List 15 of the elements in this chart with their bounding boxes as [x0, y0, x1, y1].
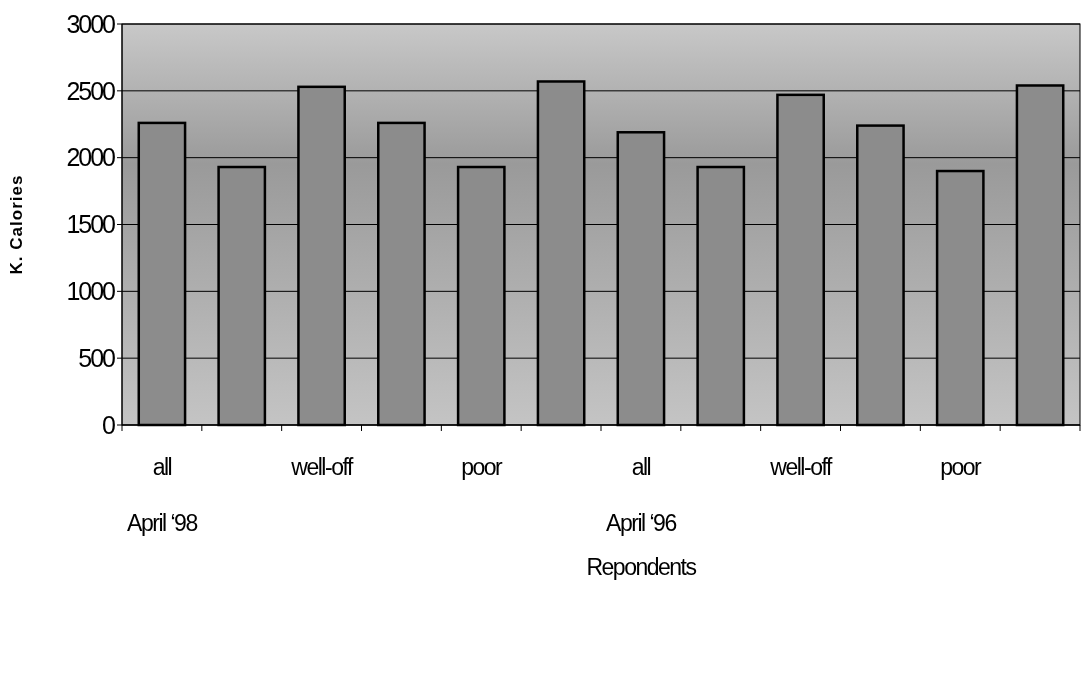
- y-tick-label: 2500: [66, 76, 116, 105]
- y-tick-label: 0: [102, 410, 116, 439]
- y-tick-label: 1000: [66, 277, 116, 306]
- y-axis-title: K. Calories: [7, 174, 26, 275]
- category-label: all April ‘96: [606, 454, 676, 536]
- x-tick-label: well-off: [290, 454, 354, 480]
- y-tick-label: 1500: [66, 210, 116, 239]
- y-tick-label: 2000: [66, 143, 116, 172]
- category-label: all April ‘98: [127, 454, 197, 536]
- y-tick-label: 3000: [66, 9, 116, 38]
- x-axis-title: Repondents: [586, 554, 697, 580]
- x-tick-label: well-off: [769, 454, 833, 480]
- x-tick-label: poor: [940, 454, 983, 480]
- x-tick-label: poor: [461, 454, 504, 480]
- y-tick-label: 500: [78, 343, 116, 372]
